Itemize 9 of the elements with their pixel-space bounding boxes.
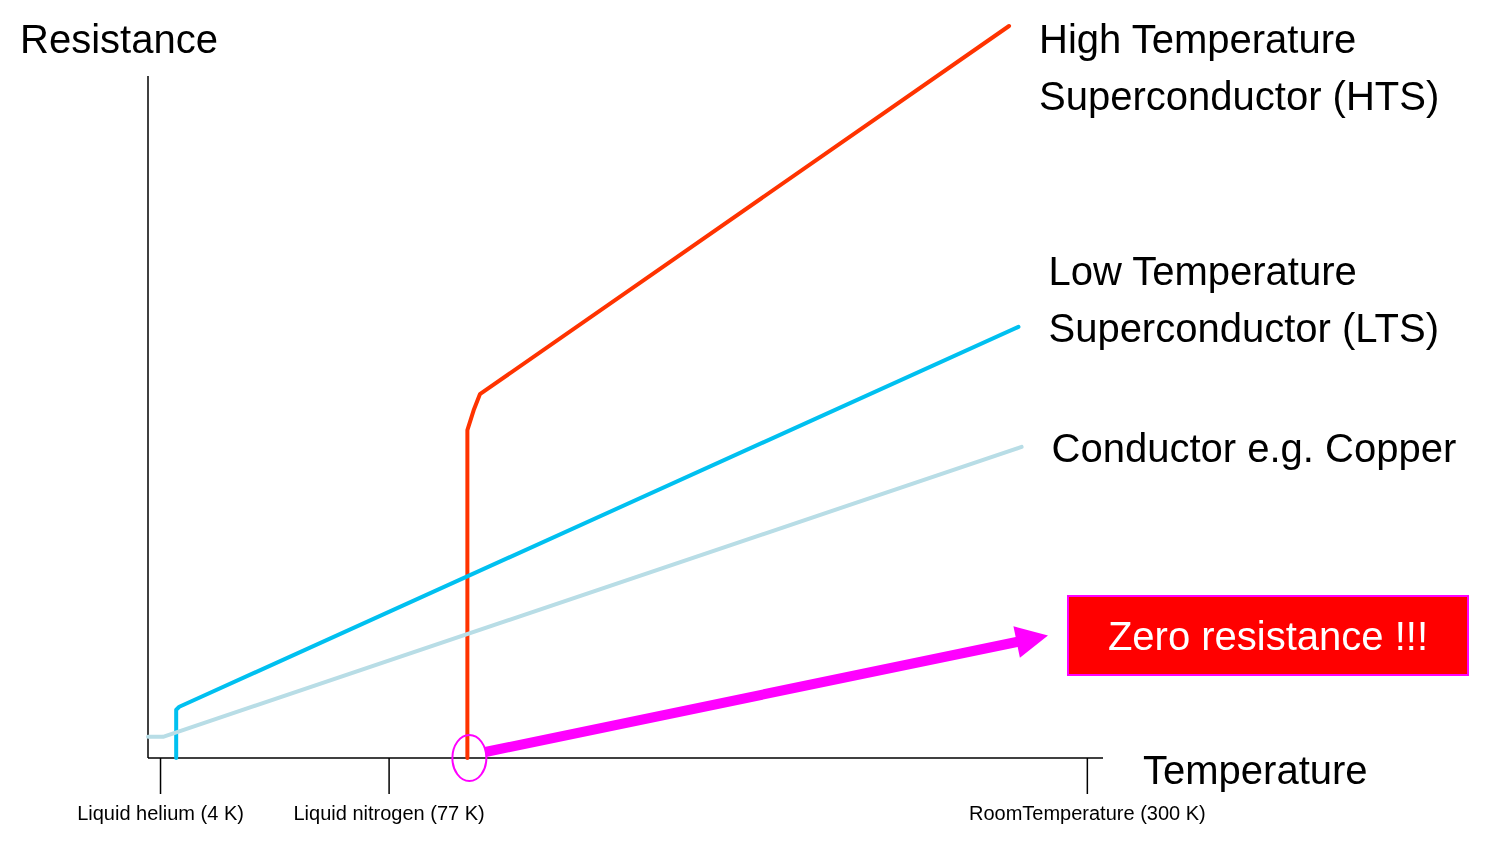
series-label: Conductor e.g. Copper [1051,425,1457,470]
x-tick-label: RoomTemperature (300 K) [968,802,1206,824]
text: Zero resistance !!! [1107,613,1429,658]
x-axis-title: Temperature [1143,748,1368,792]
series-label: Low Temperature Superconductor (LTS) [1048,248,1440,350]
x-tick-label: Liquid nitrogen (77 K) [293,802,485,824]
series-label: High Temperature Superconductor (HTS) [1039,17,1440,118]
x-tick-label: Liquid helium (4 K) [77,802,244,824]
y-axis-title: Resistance [20,17,218,61]
